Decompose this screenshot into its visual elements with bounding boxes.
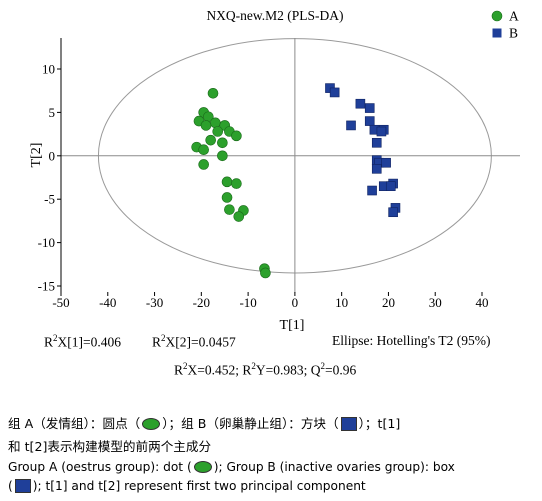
metric-r2x2: R2X[2]=0.0457 <box>152 333 236 350</box>
x-axis-label: T[1] <box>280 318 305 333</box>
point-b <box>371 137 382 148</box>
point-a <box>231 130 242 142</box>
y-tick-label: -5 <box>44 192 55 207</box>
point-b <box>371 164 382 174</box>
point-b <box>367 185 377 196</box>
x-tick-label: -20 <box>193 295 210 310</box>
point-a <box>217 137 228 149</box>
y-tick-label: 0 <box>49 148 56 163</box>
point-b <box>364 103 375 113</box>
y-tick-label: -15 <box>38 279 55 294</box>
x-tick-label: 0 <box>292 295 299 310</box>
point-b <box>329 87 340 98</box>
point-a <box>231 178 242 189</box>
y-axis-label: T[2] <box>29 143 44 168</box>
point-a <box>260 267 271 279</box>
point-a <box>205 134 216 146</box>
caption-en-line1: Group A (oestrus group): dot (); Group B… <box>8 460 455 474</box>
point-b <box>385 181 396 191</box>
legend-marker-a <box>491 10 503 22</box>
green-dot-icon <box>193 461 212 473</box>
pls-da-score-plot: NXQ-new.M2 (PLS-DA) AB 10 5 0 -5 -10 -15-50 -4… <box>29 8 520 333</box>
point-b <box>376 126 387 137</box>
x-tick-label: -50 <box>52 295 69 310</box>
point-a <box>233 211 245 222</box>
blue-box-icon <box>14 479 31 493</box>
point-a <box>198 159 209 170</box>
data-marks <box>191 83 401 279</box>
legend-label-b: B <box>509 26 518 41</box>
x-tick-label: -40 <box>99 295 116 310</box>
metric-summary: R2X=0.452; R2Y=0.983; Q2=0.96 <box>174 361 357 378</box>
point-b <box>388 207 398 218</box>
point-a <box>217 150 228 162</box>
point-b <box>346 120 356 131</box>
x-tick-label: 30 <box>429 295 442 310</box>
point-a <box>221 176 233 188</box>
point-a <box>198 144 209 156</box>
x-tick-label: -30 <box>146 295 163 310</box>
point-a <box>212 126 224 137</box>
legend: AB <box>491 9 519 41</box>
point-b <box>381 157 391 168</box>
point-a <box>224 204 235 215</box>
metric-r2x1: R2X[1]=0.406 <box>44 333 121 350</box>
caption-cn-line1: 组 A（发情组）：圆点（ ）；组 B（卵巢静止组）：方块（ ）；t[1] <box>8 416 401 431</box>
caption-en-line2: (); t[1] and t[2] represent first two pr… <box>8 479 366 493</box>
point-b <box>364 116 375 126</box>
y-tick-label: 5 <box>49 105 56 120</box>
point-a <box>210 117 221 129</box>
point-a <box>207 88 219 99</box>
green-dot-icon <box>142 418 161 430</box>
y-tick-label: -10 <box>38 235 55 250</box>
blue-box-icon <box>340 417 357 431</box>
legend-label-a: A <box>509 9 519 24</box>
x-tick-label: -10 <box>239 295 256 310</box>
x-tick-label: 20 <box>382 295 395 310</box>
x-tick-label: 10 <box>335 295 348 310</box>
caption-cn-line2: 和 t[2]表示构建模型的前两个主成分 <box>8 439 212 454</box>
point-a <box>200 120 212 131</box>
point-b <box>355 98 366 109</box>
point-a <box>221 192 233 203</box>
axes: 10 5 0 -5 -10 -15-50 -40 -30 -20 -10 0 10 20 30 40 <box>38 38 520 310</box>
ellipse-label: Ellipse: Hotelling's T2 (95%) <box>332 333 491 348</box>
x-tick-label: 40 <box>476 295 489 310</box>
y-tick-label: 10 <box>42 62 55 77</box>
chart-title: NXQ-new.M2 (PLS-DA) <box>206 8 343 23</box>
legend-marker-b <box>492 28 502 38</box>
